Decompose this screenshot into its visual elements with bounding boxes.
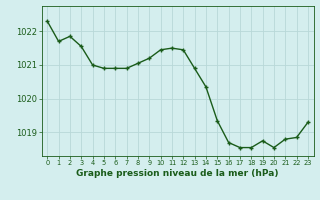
- X-axis label: Graphe pression niveau de la mer (hPa): Graphe pression niveau de la mer (hPa): [76, 169, 279, 178]
